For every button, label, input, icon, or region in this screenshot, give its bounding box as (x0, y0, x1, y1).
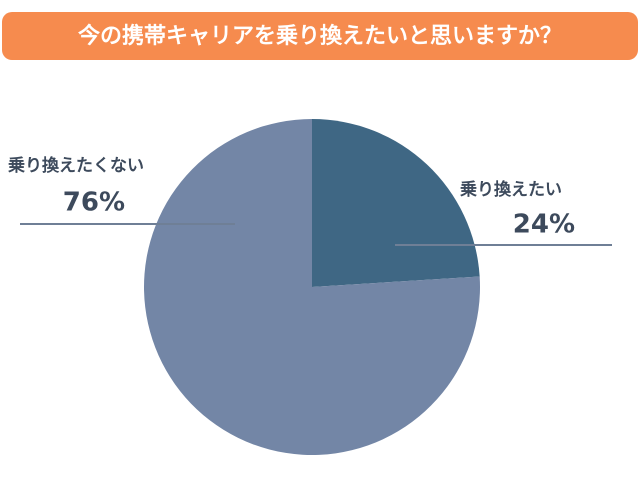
value-label: 76% (63, 188, 125, 218)
slice-label: 乗り換えたくない (7, 155, 144, 176)
slice-label: 乗り換えたい (459, 179, 562, 200)
title-banner (2, 12, 638, 60)
pie-slice (312, 119, 480, 287)
value-label: 24% (513, 210, 575, 240)
pie-slice (144, 118, 481, 455)
chart-title: 今の携帯キャリアを乗り換えたいと思いますか？ (78, 23, 562, 49)
